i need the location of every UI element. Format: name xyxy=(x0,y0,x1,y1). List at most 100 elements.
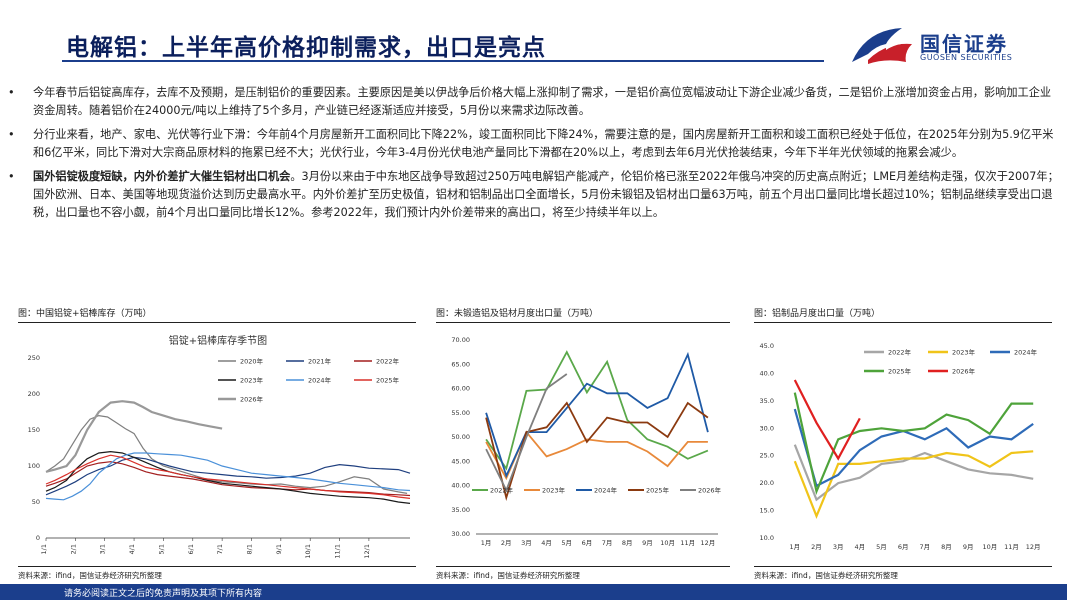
panel-rule xyxy=(754,566,1052,567)
x-tick-label: 1/1 xyxy=(40,544,48,554)
bullet-list: • 今年春节后铝锭高库存，去库不及预期，是压制铝价的重要因素。主要原因是美以伊战… xyxy=(8,84,1060,228)
panel-source: 资料来源：ifind，国信证券经济研究所整理 xyxy=(436,571,580,580)
x-tick-label: 4月 xyxy=(855,543,866,551)
y-tick-label: 0 xyxy=(36,534,40,542)
series-line xyxy=(45,456,411,496)
y-tick-label: 65.00 xyxy=(451,360,470,368)
x-tick-label: 6月 xyxy=(582,539,593,547)
x-tick-label: 11月 xyxy=(1004,543,1019,551)
x-tick-label: 8/1 xyxy=(245,544,253,554)
footer-disclaimer: 请务必阅读正文之后的免责声明及其项下所有内容 xyxy=(64,589,263,599)
chart-panel-exports: 图：未锻造铝及铝材月度出口量（万吨） 30.00 35.00 40.00 45.00 5… xyxy=(436,306,732,580)
x-tick-label: 9/1 xyxy=(275,544,283,554)
y-tick-label: 30.0 xyxy=(760,424,774,432)
x-tick-label: 10/1 xyxy=(304,544,312,559)
x-tick-label: 6/1 xyxy=(187,544,195,554)
panel-rule xyxy=(18,566,416,567)
series-line xyxy=(485,373,568,493)
legend-label: 2023年 xyxy=(542,486,566,495)
x-tick-label: 5月 xyxy=(561,539,572,547)
y-tick-label: 40.0 xyxy=(760,369,774,377)
panel-title: 图：未锻造铝及铝材月度出口量（万吨） xyxy=(436,309,599,319)
legend-label: 2025年 xyxy=(888,367,912,376)
x-tick-label: 2月 xyxy=(811,543,822,551)
chart-panel-products: 图：铝制品月度出口量（万吨） 10.0 15.0 20.0 25.0 30.0 35.0 4… xyxy=(754,306,1054,580)
x-tick-label: 11月 xyxy=(680,539,695,547)
panel-rule xyxy=(436,566,730,567)
x-tick-label: 7/1 xyxy=(216,544,224,554)
bullet-marker: • xyxy=(8,170,15,183)
logo-text-cn: 国信证券 xyxy=(920,32,1008,56)
x-tick-label: 8月 xyxy=(622,539,633,547)
legend-label: 2023年 xyxy=(952,348,976,357)
guosen-logo-icon xyxy=(852,28,914,64)
x-tick-label: 4月 xyxy=(541,539,552,547)
y-tick-label: 45.00 xyxy=(451,457,470,465)
series-line xyxy=(485,350,709,471)
panel-rule xyxy=(18,322,416,323)
panel-source: 资料来源：ifind，国信证券经济研究所整理 xyxy=(18,571,162,580)
y-tick-label: 250 xyxy=(28,354,40,362)
x-tick-label: 12/1 xyxy=(363,544,371,559)
y-tick-label: 100 xyxy=(28,462,40,470)
x-tick-label: 3/1 xyxy=(99,544,107,554)
legend-label: 2024年 xyxy=(308,376,332,385)
series-line xyxy=(45,414,408,494)
series-line xyxy=(793,408,1034,488)
bullet-item: • 今年春节后铝锭高库存，去库不及预期，是压制铝价的重要因素。主要原因是美以伊战… xyxy=(8,84,1060,120)
y-tick-label: 20.0 xyxy=(760,479,774,487)
y-tick-label: 50 xyxy=(32,498,40,506)
x-tick-label: 9月 xyxy=(642,539,653,547)
legend-label: 2025年 xyxy=(376,376,400,385)
inventory-chart: 铝锭+铝棒库存季节图 0 50 100 150 200 250 1/1 2/1 3/1 4/1 5/1… xyxy=(28,334,411,559)
panel-rule xyxy=(436,322,730,323)
x-tick-label: 5月 xyxy=(876,543,887,551)
legend-label: 2021年 xyxy=(308,357,332,366)
panel-title: 图：中国铝锭+铝棒库存（万吨） xyxy=(18,309,152,319)
x-tick-label: 11/1 xyxy=(334,544,342,559)
footer-bar xyxy=(0,584,1067,600)
series-line xyxy=(485,401,709,501)
y-tick-label: 60.00 xyxy=(451,385,470,393)
series-line xyxy=(45,454,411,499)
chart-title: 铝锭+铝棒库存季节图 xyxy=(169,334,267,347)
x-tick-label: 1月 xyxy=(481,539,492,547)
bullet-bold: 国外铝锭极度短缺，内外价差扩大催生铝材出口机会 xyxy=(33,170,291,183)
y-tick-label: 45.0 xyxy=(760,342,774,350)
y-tick-label: 40.00 xyxy=(451,482,470,490)
x-tick-label: 10月 xyxy=(660,539,675,547)
bullet-item: • 分行业来看，地产、家电、光伏等行业下滑：今年前4个月房屋新开工面积同比下降2… xyxy=(8,126,1060,162)
bullet-text: 分行业来看，地产、家电、光伏等行业下滑：今年前4个月房屋新开工面积同比下降22%… xyxy=(33,128,1054,159)
x-tick-label: 12月 xyxy=(701,539,716,547)
bullet-marker: • xyxy=(8,128,15,141)
y-tick-label: 50.00 xyxy=(451,433,470,441)
y-tick-label: 10.0 xyxy=(760,534,774,542)
series-line xyxy=(793,379,861,461)
title-underline xyxy=(62,60,824,62)
series-line xyxy=(45,450,411,504)
series-line xyxy=(793,392,1034,496)
legend-label: 2025年 xyxy=(646,486,670,495)
x-tick-label: 7月 xyxy=(920,543,931,551)
series-line xyxy=(45,461,411,497)
x-tick-label: 2月 xyxy=(501,539,512,547)
legend-label: 2024年 xyxy=(594,486,618,495)
y-tick-label: 30.00 xyxy=(451,530,470,538)
y-tick-label: 25.0 xyxy=(760,452,774,460)
y-tick-label: 35.00 xyxy=(451,506,470,514)
series-line xyxy=(45,400,223,473)
legend-label: 2026年 xyxy=(240,395,264,404)
series-line xyxy=(793,444,1034,502)
y-tick-label: 70.00 xyxy=(451,336,470,344)
y-tick-label: 35.0 xyxy=(760,397,774,405)
x-tick-label: 2/1 xyxy=(69,544,77,554)
x-tick-label: 3月 xyxy=(521,539,532,547)
exports-chart: 30.00 35.00 40.00 45.00 50.00 55.00 60.00 65.00… xyxy=(451,336,721,547)
y-tick-label: 150 xyxy=(28,426,40,434)
legend-label: 2022年 xyxy=(490,486,514,495)
logo-text-en: GUOSEN SECURITIES xyxy=(920,53,1013,62)
legend-label: 2022年 xyxy=(888,348,912,357)
series-line xyxy=(485,351,709,479)
products-chart: 10.0 15.0 20.0 25.0 30.0 35.0 40.0 45.0 1月 2月 3月 4月… xyxy=(760,342,1041,551)
x-tick-label: 9月 xyxy=(963,543,974,551)
